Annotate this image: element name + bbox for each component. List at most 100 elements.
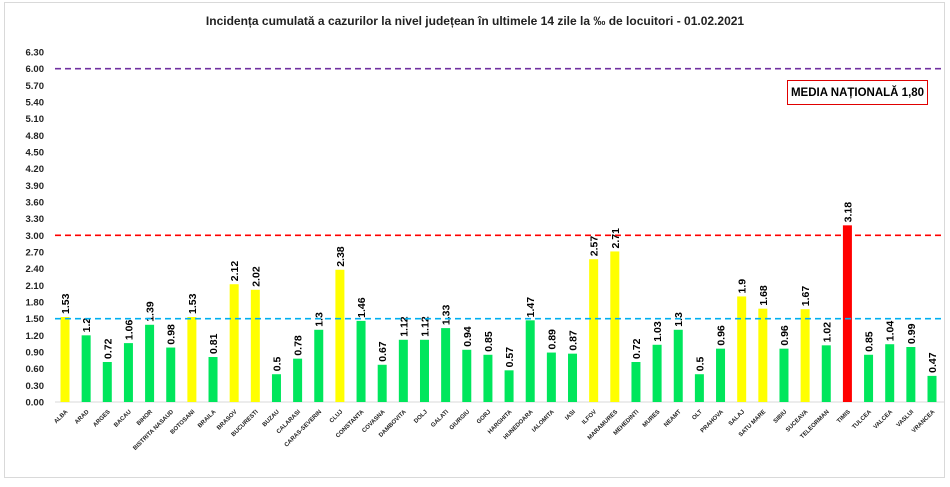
bar-vaslui (906, 347, 916, 402)
x-tick-label: OLT (691, 409, 704, 422)
data-label: 0.67 (377, 341, 389, 362)
x-tick-label: DOLJ (413, 409, 429, 425)
bar-suceava (800, 309, 810, 402)
data-label: 1.02 (821, 322, 833, 343)
bar-braila (208, 357, 218, 402)
data-label: 0.98 (166, 324, 178, 345)
data-label: 1.39 (145, 301, 157, 322)
y-tick-label: 5.10 (26, 114, 45, 125)
y-tick-label: 1.80 (26, 298, 45, 309)
bar-satu-mare (758, 308, 768, 402)
x-tick-label: TULCEA (852, 409, 874, 431)
bar-brasov (229, 284, 239, 402)
bar-alba (60, 317, 70, 402)
data-label: 1.47 (525, 297, 537, 318)
x-tick-label: ARGES (92, 409, 111, 428)
data-label: 2.38 (335, 246, 347, 267)
x-tick-label: CLUJ (329, 409, 344, 424)
y-tick-label: 2.40 (26, 264, 45, 275)
bar-hunedoara (525, 320, 535, 402)
data-label: 0.72 (102, 338, 114, 359)
bar-constanta (356, 320, 366, 402)
bar-olt (694, 374, 704, 402)
y-tick-label: 2.70 (26, 248, 45, 259)
y-tick-label: 4.80 (26, 131, 45, 142)
y-tick-label: 4.50 (26, 148, 45, 159)
x-tick-label: CARAS-SEVERIN (284, 409, 323, 448)
y-tick-label: 2.10 (26, 281, 45, 292)
data-label: 0.85 (864, 331, 876, 352)
data-label: 1.53 (187, 293, 199, 314)
data-label: 2.71 (610, 228, 622, 249)
bar-harghita (504, 370, 514, 402)
x-tick-label: VALCEA (873, 409, 895, 431)
bar-bihor (145, 324, 155, 402)
y-tick-label: 4.20 (26, 164, 45, 175)
data-label: 2.57 (589, 236, 601, 257)
y-tick-label: 1.20 (26, 331, 45, 342)
data-label: 1.33 (441, 305, 453, 326)
x-tick-label: PRAHOVA (700, 409, 726, 435)
bar-covasna (377, 364, 387, 402)
y-tick-label: 5.70 (26, 81, 45, 92)
chart-title: Incidența cumulată a cazurilor la nivel … (205, 14, 745, 28)
bar-salaj (737, 296, 747, 402)
bar-mehedinti (631, 362, 641, 402)
x-tick-label: BRAILA (197, 409, 218, 430)
bar-sibiu (779, 348, 789, 402)
chart-frame (4, 2, 945, 478)
x-tick-label: BUZAU (262, 409, 281, 428)
data-label: 2.12 (229, 261, 241, 282)
y-tick-label: 0.90 (26, 348, 45, 359)
x-tick-label: BACAU (113, 409, 133, 429)
bar-arad (81, 335, 91, 402)
bar-vrancea (927, 375, 937, 402)
bar-teleorman (821, 345, 831, 402)
y-tick-label: 0.00 (26, 398, 45, 409)
data-label: 1.12 (419, 316, 431, 337)
x-tick-label: SALAJ (728, 409, 746, 427)
data-label: 1.2 (81, 318, 93, 333)
bar-arges (102, 362, 112, 402)
data-label: 0.87 (568, 330, 580, 351)
bar-tulcea (864, 354, 874, 402)
data-label: 0.78 (293, 335, 305, 356)
bar-calarasi (293, 358, 303, 402)
y-tick-label: 6.30 (26, 48, 45, 59)
x-tick-label: TIMIS (836, 409, 852, 425)
x-tick-label: ARAD (74, 409, 91, 426)
data-label: 1.67 (800, 286, 812, 307)
x-tick-label: IASI (564, 409, 577, 422)
x-tick-label: VRANCEA (911, 409, 937, 435)
data-label: 0.89 (546, 329, 558, 350)
data-label: 1.53 (60, 293, 72, 314)
data-label: 0.96 (779, 325, 791, 346)
data-label: 3.18 (842, 202, 854, 223)
y-tick-label: 3.00 (26, 231, 45, 242)
data-label: 1.04 (885, 321, 897, 342)
data-label: 0.94 (462, 326, 474, 347)
y-tick-label: 5.40 (26, 98, 45, 109)
y-tick-label: 6.00 (26, 64, 45, 75)
x-tick-label: BIHOR (136, 409, 154, 427)
data-label: 0.72 (631, 338, 643, 359)
bar-caras-severin (314, 329, 324, 402)
data-label: 0.85 (483, 331, 495, 352)
bar-cluj (335, 269, 345, 402)
bar-ilfov (589, 259, 599, 402)
x-tick-label: GALATI (430, 409, 450, 429)
x-tick-label: NEAMT (663, 409, 683, 429)
bar-neamt (673, 329, 683, 402)
data-label: 0.5 (694, 356, 706, 371)
bar-timis (842, 225, 852, 402)
bar-bucuresti (250, 289, 260, 402)
x-tick-label: SIBIU (773, 409, 789, 425)
data-label: 0.81 (208, 333, 220, 354)
x-tick-label: ALBA (53, 409, 69, 425)
bar-buzau (271, 374, 281, 402)
bar-galati (441, 328, 451, 402)
data-label: 2.02 (250, 266, 262, 287)
x-tick-label: BISTRITA NASAUD (132, 409, 175, 452)
bar-valcea (885, 344, 895, 402)
